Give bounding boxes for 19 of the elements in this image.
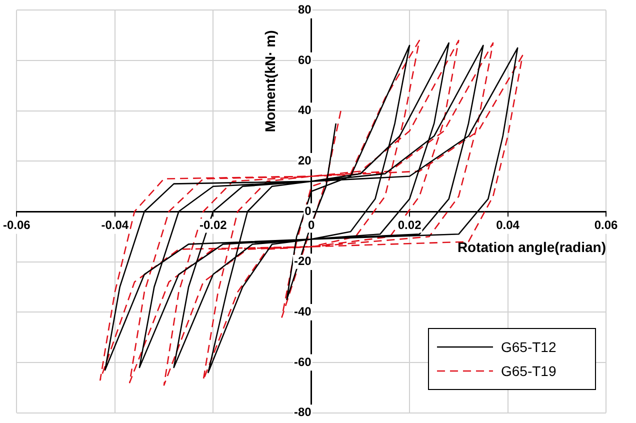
x-tick-label: 0.04 [496,218,520,232]
legend-label: G65-T12 [501,339,556,355]
y-tick-label: 0 [304,204,312,218]
y-tick-label: 60 [298,52,312,67]
y-tick-label: 20 [298,153,312,168]
x-tick-label: 0.06 [594,218,618,232]
x-tick-label: 0.02 [398,218,422,232]
x-axis-title: Rotation angle(radian) [457,239,606,256]
y-axis-title: Moment(kN· m) [262,30,278,132]
y-tick-label: -20 [294,254,312,268]
x-tick-label: -0.02 [199,218,228,232]
y-tick-label: -80 [294,405,312,420]
x-tick-label: -0.06 [2,218,31,232]
y-tick-label: -40 [294,304,312,318]
y-tick-label: -60 [294,354,312,369]
x-tick-label: -0.04 [101,218,129,232]
y-tick-label: 40 [298,103,312,118]
y-tick-label: 80 [298,2,312,17]
legend-label: G65-T19 [501,363,556,379]
